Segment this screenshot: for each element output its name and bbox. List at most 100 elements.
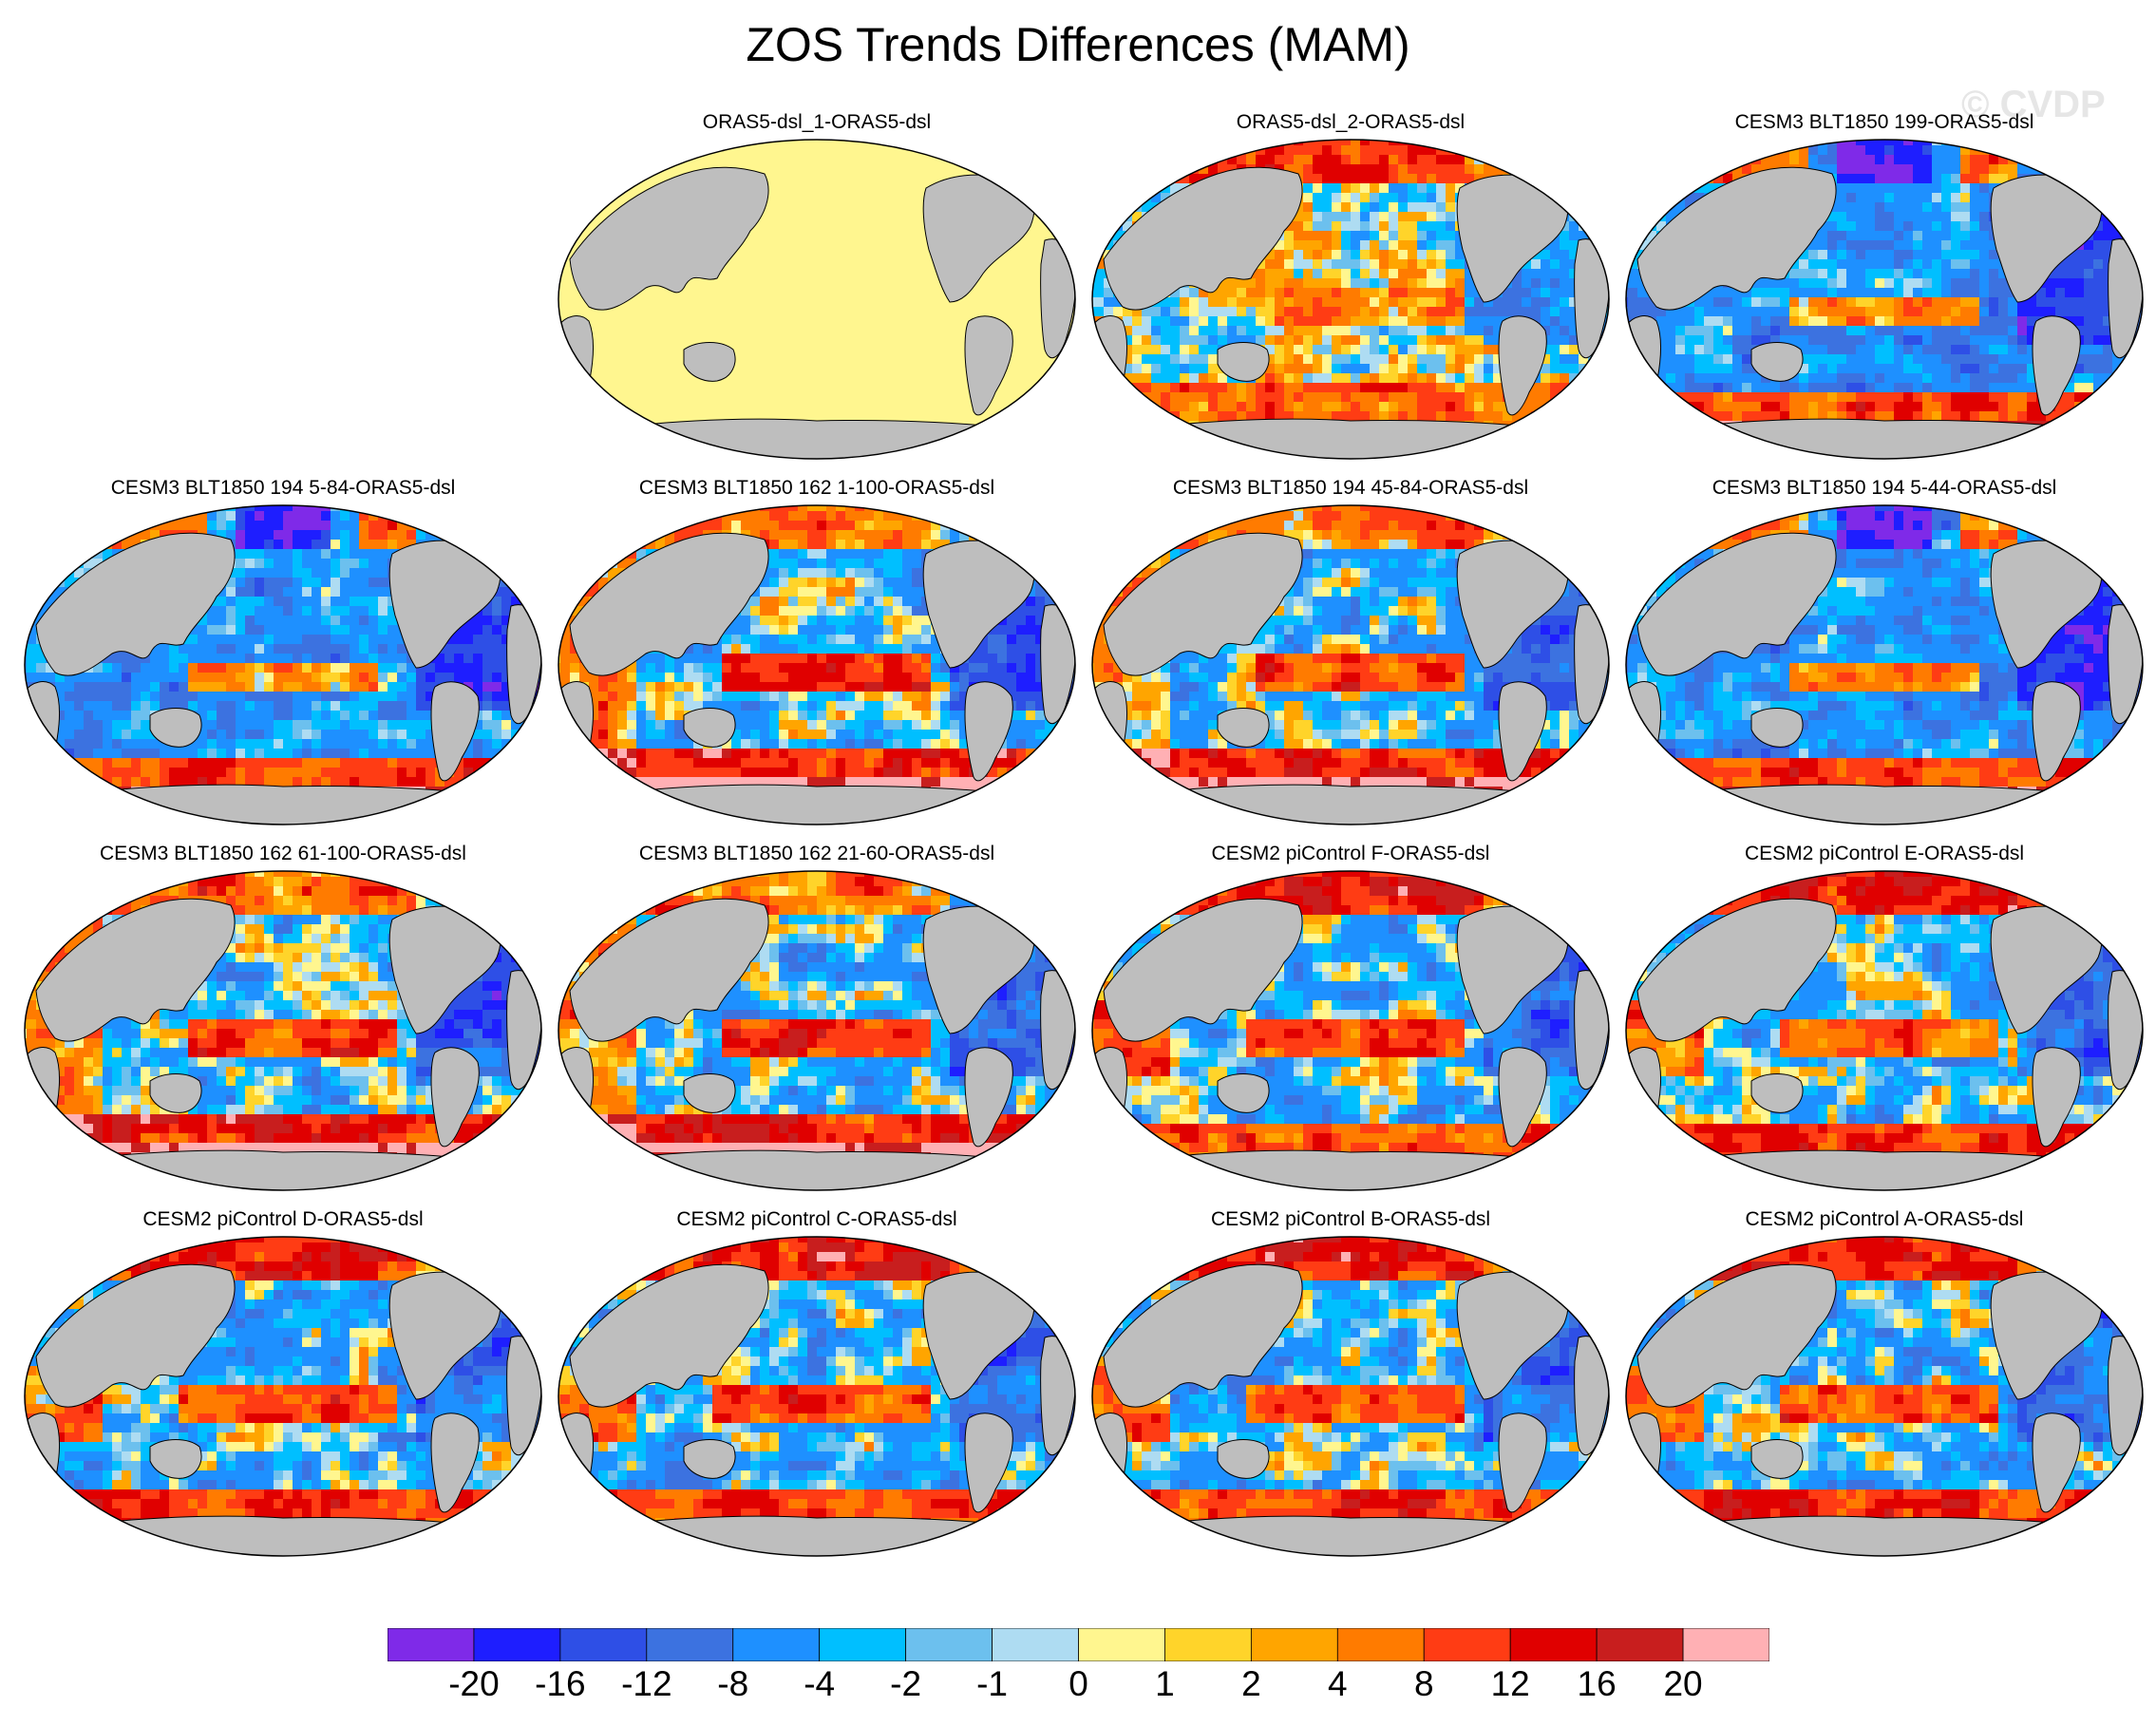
colorbar-swatch <box>473 1627 561 1662</box>
map-panel: CESM3 BLT1850 194 5-44-ORAS5-dsl <box>1618 477 2150 843</box>
land-masses <box>558 898 1075 1190</box>
panel-title: CESM2 piControl D-ORAS5-dsl <box>17 1208 549 1231</box>
ocean-field <box>558 1237 1075 1556</box>
world-map <box>558 870 1076 1191</box>
map-panel: ORAS5-dsl_2-ORAS5-dsl <box>1085 111 1617 477</box>
colorbar-tick-label: -4 <box>804 1664 835 1704</box>
ocean-field <box>1626 140 2143 459</box>
colorbar-tick-label: 1 <box>1155 1664 1175 1704</box>
map-border <box>1625 504 2144 825</box>
colorbar-labels: -20 -16 -12 -8 -4 -2 -1 0 1 2 4 8 12 16 20 <box>0 1664 2156 1712</box>
ocean-field <box>558 140 1075 459</box>
panel-title: ORAS5-dsl_2-ORAS5-dsl <box>1085 111 1617 134</box>
watermark: © CVDP <box>1961 84 2106 126</box>
map-border <box>558 1236 1076 1557</box>
map-border <box>1091 504 1610 825</box>
panel-title: CESM2 piControl A-ORAS5-dsl <box>1618 1208 2150 1231</box>
colorbar-tick-label: -20 <box>448 1664 499 1704</box>
map-panel: CESM3 BLT1850 194 45-84-ORAS5-dsl <box>1085 477 1617 843</box>
ocean-field <box>25 871 541 1190</box>
panel-title: CESM3 BLT1850 194 5-84-ORAS5-dsl <box>17 477 549 500</box>
map-panel: CESM3 BLT1850 162 1-100-ORAS5-dsl <box>551 477 1083 843</box>
world-map <box>558 504 1076 825</box>
panel-title: CESM3 BLT1850 162 1-100-ORAS5-dsl <box>551 477 1083 500</box>
map-panel: CESM2 piControl A-ORAS5-dsl <box>1618 1208 2150 1574</box>
map-border <box>1091 1236 1610 1557</box>
colorbar-swatch <box>1423 1627 1511 1662</box>
world-map <box>24 870 542 1191</box>
world-map <box>1091 139 1610 460</box>
ocean-field <box>558 871 1075 1190</box>
panel-title: CESM2 piControl C-ORAS5-dsl <box>551 1208 1083 1231</box>
colorbar-tick-label: 4 <box>1328 1664 1348 1704</box>
map-border <box>1625 1236 2144 1557</box>
map-panel: CESM3 BLT1850 162 21-60-ORAS5-dsl <box>551 843 1083 1208</box>
map-panel: ORAS5-dsl_1-ORAS5-dsl <box>551 111 1083 477</box>
colorbar-swatch <box>1078 1627 1165 1662</box>
world-map <box>558 139 1076 460</box>
map-border <box>558 504 1076 825</box>
map-panel: CESM2 piControl E-ORAS5-dsl <box>1618 843 2150 1208</box>
panel-title: CESM3 BLT1850 194 5-44-ORAS5-dsl <box>1618 477 2150 500</box>
world-map <box>1625 1236 2144 1557</box>
panel-title: CESM2 piControl B-ORAS5-dsl <box>1085 1208 1617 1231</box>
panel-title: ORAS5-dsl_1-ORAS5-dsl <box>551 111 1083 134</box>
panel-title: CESM2 piControl F-ORAS5-dsl <box>1085 843 1617 865</box>
map-border <box>1625 870 2144 1191</box>
map-border <box>1091 870 1610 1191</box>
panel-title: CESM3 BLT1850 162 21-60-ORAS5-dsl <box>551 843 1083 865</box>
colorbar-tick-label: 12 <box>1491 1664 1530 1704</box>
colorbar-swatch <box>1596 1627 1684 1662</box>
map-panel: CESM2 piControl F-ORAS5-dsl <box>1085 843 1617 1208</box>
panel-title: CESM3 BLT1850 199-ORAS5-dsl <box>1618 111 2150 134</box>
map-border <box>558 870 1076 1191</box>
colorbar-swatch <box>819 1627 907 1662</box>
ocean-field <box>1626 871 2143 1190</box>
colorbar-tick-label: -16 <box>535 1664 585 1704</box>
map-panel: CESM3 BLT1850 194 5-84-ORAS5-dsl <box>17 477 549 843</box>
colorbar-swatch <box>1336 1627 1425 1662</box>
panel-title: CESM3 BLT1850 194 45-84-ORAS5-dsl <box>1085 477 1617 500</box>
map-border <box>1625 139 2144 460</box>
colorbar-tick-label: -12 <box>621 1664 671 1704</box>
ocean-field <box>1092 505 1609 825</box>
world-map <box>24 504 542 825</box>
ocean-field <box>1626 505 2143 825</box>
map-border <box>24 504 542 825</box>
colorbar-tick-label: 0 <box>1069 1664 1088 1704</box>
colorbar-tick-label: 8 <box>1414 1664 1434 1704</box>
ocean-field <box>1092 140 1609 459</box>
land-masses <box>1626 532 2143 825</box>
map-border <box>1091 139 1610 460</box>
world-map <box>558 1236 1076 1557</box>
colorbar-tick-label: -2 <box>890 1664 921 1704</box>
map-border <box>24 870 542 1191</box>
colorbar-swatch <box>732 1627 821 1662</box>
map-panel: CESM2 piControl C-ORAS5-dsl <box>551 1208 1083 1574</box>
ocean-field <box>1626 1237 2143 1556</box>
colorbar-tick-label: 16 <box>1578 1664 1617 1704</box>
colorbar-swatch <box>1164 1627 1252 1662</box>
colorbar-tick-label: 2 <box>1241 1664 1261 1704</box>
map-border <box>24 1236 542 1557</box>
map-panel: CESM3 BLT1850 199-ORAS5-dsl <box>1618 111 2150 477</box>
panel-title: CESM2 piControl E-ORAS5-dsl <box>1618 843 2150 865</box>
ocean-field <box>1092 1237 1609 1556</box>
colorbar-swatch <box>559 1627 648 1662</box>
colorbar <box>387 1627 1770 1662</box>
figure-title: ZOS Trends Differences (MAM) <box>0 17 2156 72</box>
colorbar-tick-label: -1 <box>976 1664 1008 1704</box>
colorbar-swatch <box>992 1627 1079 1662</box>
world-map <box>1625 504 2144 825</box>
colorbar-swatch <box>905 1627 993 1662</box>
panel-title: CESM3 BLT1850 162 61-100-ORAS5-dsl <box>17 843 549 865</box>
colorbar-tick-label: -8 <box>717 1664 748 1704</box>
map-panel: CESM2 piControl D-ORAS5-dsl <box>17 1208 549 1574</box>
ocean-field <box>1092 871 1609 1190</box>
colorbar-swatch <box>387 1627 475 1662</box>
world-map <box>24 1236 542 1557</box>
colorbar-swatch <box>1682 1627 1770 1662</box>
world-map <box>1625 139 2144 460</box>
colorbar-swatch <box>646 1627 734 1662</box>
map-panel: CESM2 piControl B-ORAS5-dsl <box>1085 1208 1617 1574</box>
